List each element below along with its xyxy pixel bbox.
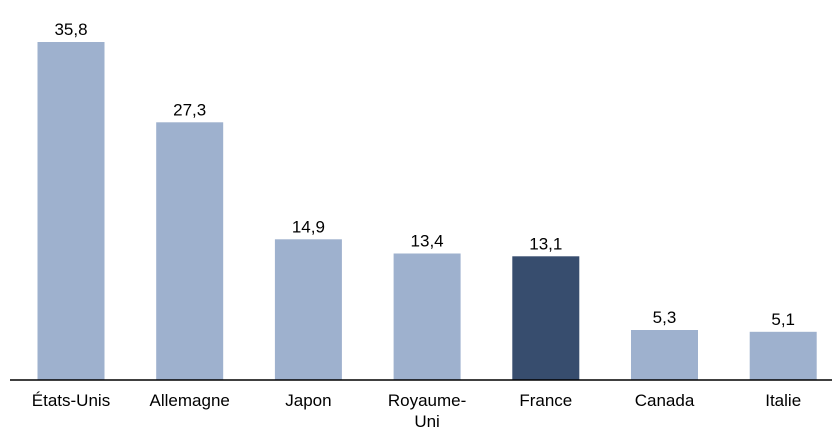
value-labels-layer: 35,8 27,3 14,9 13,4 13,1 5,3 5,1 bbox=[54, 20, 795, 329]
bar bbox=[274, 239, 342, 380]
x-tick-label: Canada bbox=[635, 391, 695, 410]
bar-value-label: 5,1 bbox=[771, 310, 795, 329]
bar bbox=[393, 253, 461, 380]
bar-value-label: 27,3 bbox=[173, 100, 206, 119]
x-tick-label-line: Allemagne bbox=[150, 391, 230, 410]
x-tick-label-line: Japon bbox=[285, 391, 331, 410]
x-tick-label-line: États-Unis bbox=[32, 391, 110, 410]
x-tick-label: France bbox=[519, 391, 572, 410]
x-tick-label-line: France bbox=[519, 391, 572, 410]
x-tick-label-line: Royaume- bbox=[388, 391, 466, 410]
bar-value-label: 13,4 bbox=[411, 232, 444, 251]
bar-value-label: 13,1 bbox=[529, 234, 562, 253]
bar bbox=[631, 330, 698, 380]
x-tick-label: Allemagne bbox=[150, 391, 230, 410]
x-tick-label-line: Canada bbox=[635, 391, 695, 410]
bar-value-label: 14,9 bbox=[292, 217, 325, 236]
x-tick-label: États-Unis bbox=[32, 391, 110, 410]
bar bbox=[512, 256, 580, 380]
bar bbox=[37, 42, 105, 380]
x-tick-label: Japon bbox=[285, 391, 331, 410]
x-tick-label-line: Uni bbox=[414, 412, 440, 431]
x-tick-label-line: Italie bbox=[765, 391, 801, 410]
bar-value-label: 5,3 bbox=[653, 308, 677, 327]
x-tick-label: Royaume- Uni bbox=[388, 391, 466, 431]
bar bbox=[156, 122, 224, 381]
bar bbox=[749, 331, 817, 380]
x-tick-labels-layer: États-Unis Allemagne Japon Royaume- Uni Franc… bbox=[32, 391, 801, 431]
bar-value-label: 35,8 bbox=[54, 20, 87, 39]
bars-layer bbox=[37, 42, 817, 381]
x-tick-label: Italie bbox=[765, 391, 801, 410]
